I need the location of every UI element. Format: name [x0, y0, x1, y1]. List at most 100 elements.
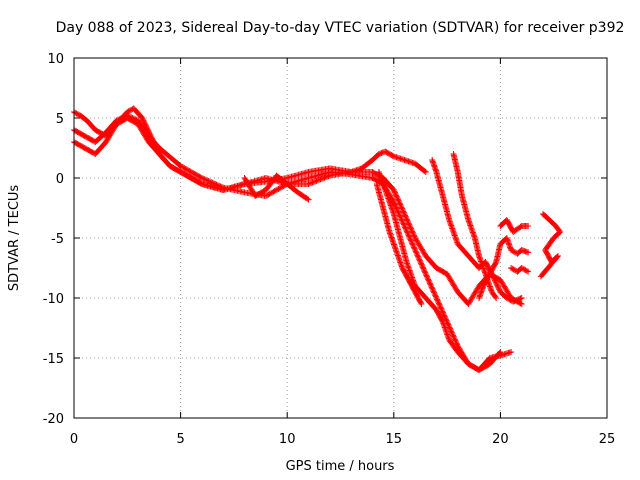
data-point [518, 265, 525, 271]
data-point [177, 163, 184, 169]
data-point-cluster [285, 181, 300, 195]
data-point-cluster [547, 236, 556, 246]
y-tick-label: -20 [43, 412, 64, 427]
data-point-cluster [391, 200, 407, 228]
data-point-cluster [446, 218, 461, 246]
data-point-cluster [178, 169, 204, 187]
data-point-cluster [374, 182, 386, 210]
series-track-e [373, 181, 425, 307]
data-point-cluster [519, 265, 530, 274]
data-point-cluster [93, 130, 108, 145]
axis-ticks: 0 5 10 15 20 25 -20 -15 -10 -5 0 5 10 [43, 52, 616, 447]
data-point-cluster [489, 290, 499, 300]
data-marks [71, 105, 564, 373]
data-point [390, 199, 397, 205]
data-point-cluster [178, 163, 204, 181]
data-point-cluster [72, 109, 83, 118]
x-tick-label: 5 [176, 432, 184, 447]
data-point-cluster [515, 265, 524, 274]
data-point-cluster [131, 106, 145, 120]
series-track-l [241, 172, 312, 203]
data-point-cluster [455, 350, 471, 366]
data-point-cluster [412, 290, 424, 306]
data-point-cluster [412, 236, 429, 258]
data-point-cluster [264, 181, 289, 199]
data-point [537, 273, 544, 280]
data-point-cluster [466, 254, 482, 270]
data-point-cluster [78, 113, 89, 123]
data-point-cluster [423, 272, 439, 300]
data-point-cluster [146, 134, 162, 150]
data-point-cluster [413, 284, 428, 300]
data-point-cluster [472, 236, 482, 258]
data-point-cluster [551, 230, 563, 240]
data-point-cluster [135, 118, 151, 138]
data-point-cluster [125, 113, 140, 123]
data-point-cluster [434, 296, 450, 324]
data-point-cluster [455, 242, 471, 258]
data-point-cluster [382, 188, 397, 216]
data-point [177, 169, 184, 175]
data-point-cluster [406, 278, 418, 294]
data-point [422, 169, 429, 175]
data-point [503, 295, 510, 301]
data-point [525, 249, 532, 256]
data-point [518, 295, 525, 301]
data-point-cluster [306, 169, 332, 181]
data-point-cluster [498, 278, 514, 300]
data-point-cluster [477, 356, 492, 372]
x-tick-label: 10 [279, 432, 296, 447]
data-point-cluster [444, 272, 460, 294]
data-point [446, 217, 453, 223]
series-track-g [450, 151, 500, 301]
data-point-cluster [493, 242, 504, 264]
data-point-cluster [383, 149, 396, 159]
data-point [139, 115, 146, 121]
data-point-cluster [489, 272, 503, 294]
data-point-cluster [515, 247, 524, 256]
data-point-cluster [397, 236, 410, 264]
data-point [518, 301, 525, 307]
data-point-cluster [466, 284, 482, 306]
data-point-cluster [399, 266, 412, 282]
data-point-cluster [434, 308, 446, 324]
data-point-cluster [402, 224, 418, 252]
data-point-cluster [476, 254, 488, 276]
data-point [198, 175, 205, 181]
data-point [382, 187, 389, 193]
data-point-cluster [455, 170, 465, 198]
data-point [508, 265, 515, 271]
data-point-cluster [274, 173, 290, 187]
x-axis-label: GPS time / hours [286, 459, 395, 474]
data-point-cluster [440, 320, 452, 342]
data-point [412, 247, 419, 253]
data-point-cluster [547, 218, 558, 228]
y-tick-label: 5 [56, 112, 64, 127]
data-point [113, 117, 120, 124]
data-point-cluster [541, 212, 552, 222]
x-tick-label: 20 [492, 432, 509, 447]
data-point [525, 268, 532, 275]
x-tick-label: 15 [386, 432, 403, 447]
data-point-cluster [440, 194, 452, 222]
data-point [508, 247, 515, 253]
series-track-k [537, 211, 564, 280]
data-point [124, 112, 131, 119]
data-point-cluster [487, 260, 499, 276]
data-point-cluster [72, 127, 87, 139]
data-point-cluster [447, 338, 460, 354]
series-track-h [476, 235, 532, 301]
data-point-cluster [455, 290, 471, 306]
data-point-cluster [413, 161, 428, 175]
y-tick-label: -5 [51, 232, 64, 247]
data-point-cluster [459, 194, 472, 222]
data-point-cluster [157, 152, 172, 168]
data-point-cluster [412, 248, 429, 276]
data-point-cluster [404, 260, 418, 288]
y-tick-label: 0 [56, 172, 64, 187]
series-track-j [508, 265, 532, 275]
data-point-cluster [221, 184, 247, 196]
plot-frame [73, 57, 608, 419]
